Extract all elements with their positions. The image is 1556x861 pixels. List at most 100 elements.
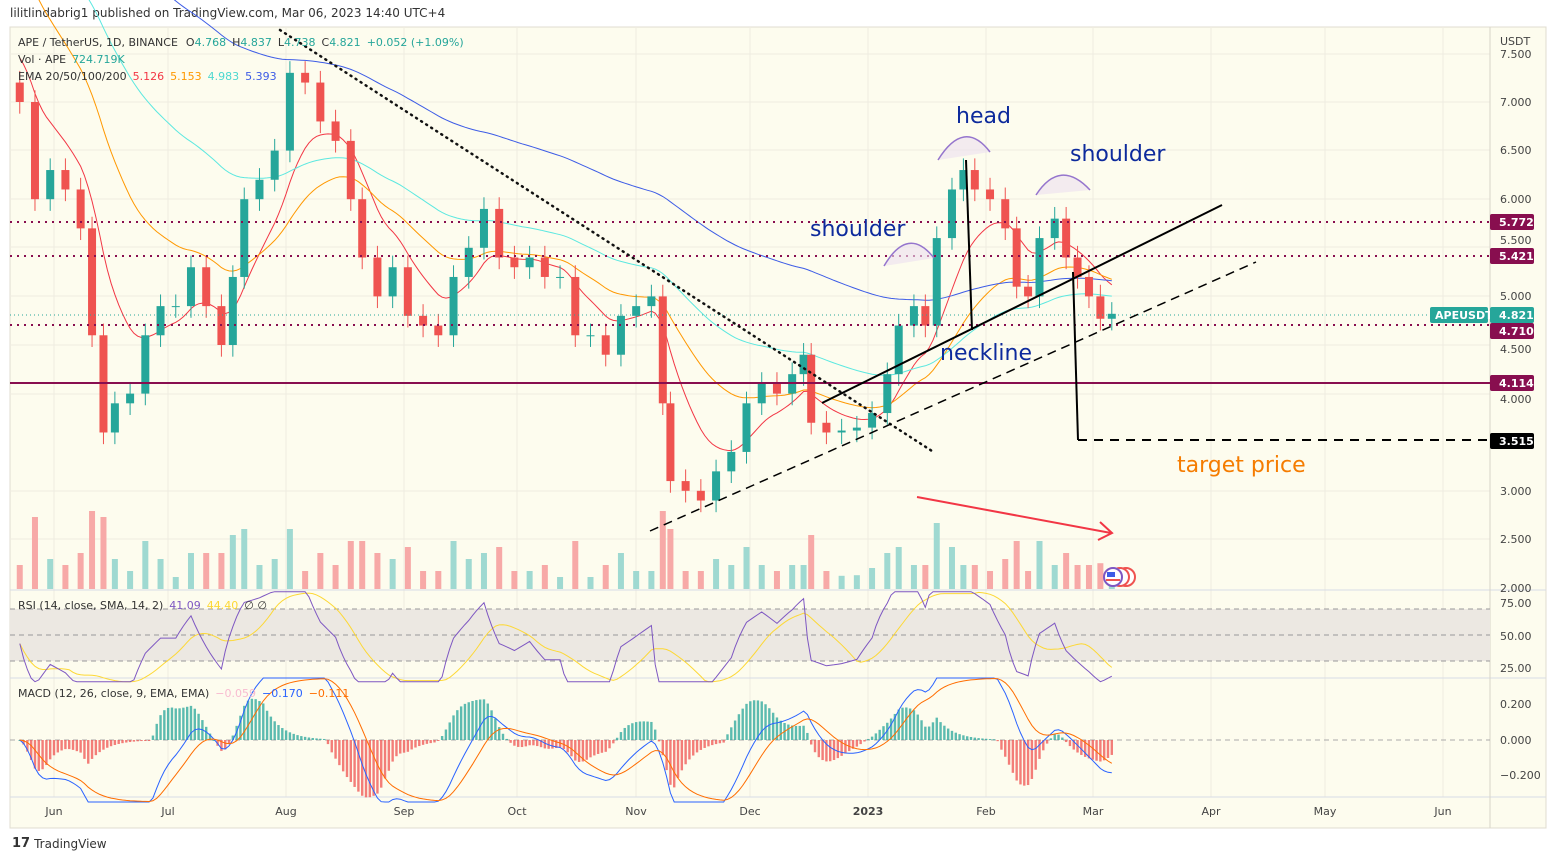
annotation-target-price[interactable]: target price xyxy=(1177,453,1306,478)
projection-line[interactable] xyxy=(1072,271,1079,441)
macd-histogram-bar xyxy=(631,723,634,740)
macd-histogram-bar xyxy=(897,709,900,740)
macd-histogram-bar xyxy=(1099,740,1102,762)
macd-histogram-bar xyxy=(829,740,832,762)
macd-histogram-bar xyxy=(178,708,181,740)
macd-histogram-bar xyxy=(749,701,752,740)
macd-histogram-bar xyxy=(1007,740,1011,765)
macd-histogram-bar xyxy=(642,721,645,740)
ema-lines xyxy=(19,0,1113,452)
us-flag-events-icon[interactable] xyxy=(1103,567,1136,587)
tradingview-logo[interactable]: 17 TradingView xyxy=(12,836,107,851)
time-axis[interactable]: Jun Jul Aug Sep Oct Nov Dec 2023 Feb Mar Apr May Jun xyxy=(44,805,1451,818)
macd-tick: 0.000 xyxy=(1500,734,1532,747)
macd-histogram-bar xyxy=(988,739,992,741)
volume-bar xyxy=(127,571,134,589)
macd-histogram-bar xyxy=(174,708,177,740)
descending-trendline[interactable] xyxy=(278,28,934,453)
macd-histogram-bar xyxy=(714,740,718,745)
candle xyxy=(479,208,488,248)
macd-histogram-bar xyxy=(695,740,699,753)
macd-histogram-bar xyxy=(1106,740,1110,758)
macd-histogram-bar xyxy=(467,702,470,740)
macd-histogram-bar xyxy=(64,740,67,750)
grid xyxy=(10,27,1490,797)
macd-histogram-bar xyxy=(574,740,577,761)
macd-histogram-bar xyxy=(931,722,935,740)
volume-bar xyxy=(789,565,796,589)
macd-histogram-bar xyxy=(429,740,432,744)
macd-histogram-bar xyxy=(905,707,908,740)
macd-histogram-bar xyxy=(966,736,969,740)
head-height-line[interactable] xyxy=(965,159,973,331)
candle xyxy=(301,72,310,83)
svg-text:5.772: 5.772 xyxy=(1499,216,1534,229)
candle xyxy=(61,170,70,190)
symbol-label[interactable]: APE / TetherUS, 1D, BINANCE xyxy=(18,36,178,49)
macd-histogram-bar xyxy=(825,740,828,762)
candle xyxy=(1012,228,1021,287)
macd-histogram-bar xyxy=(775,717,779,740)
macd-histogram-bar xyxy=(532,740,535,746)
price-axis[interactable]: 7.500 7.000 6.500 6.000 5.500 5.000 4.500 4.000… xyxy=(1500,48,1532,595)
macd-histogram-bar xyxy=(383,740,387,779)
candle xyxy=(696,490,705,501)
macd-histogram-bar xyxy=(341,740,345,772)
macd-histogram-bar xyxy=(159,715,162,740)
macd-histogram-bar xyxy=(665,740,668,771)
annotation-left-shoulder[interactable]: shoulder xyxy=(810,217,906,242)
macd-signal-line xyxy=(19,677,1113,803)
macd-histogram-bar xyxy=(596,740,600,754)
volume-bar xyxy=(884,553,891,589)
bearish-arrow[interactable] xyxy=(916,496,1112,534)
macd-histogram-bar xyxy=(391,740,394,762)
candle xyxy=(1050,218,1059,239)
macd-histogram-bar xyxy=(163,710,166,740)
right-shoulder-arc[interactable] xyxy=(1035,174,1091,196)
drawings[interactable] xyxy=(278,28,1257,541)
volume-bar xyxy=(111,559,118,589)
macd-histogram-bar xyxy=(193,708,196,740)
candle xyxy=(822,422,831,433)
macd-histogram-bar xyxy=(688,740,691,760)
macd-histogram-bar xyxy=(208,733,212,740)
macd-histogram-bar xyxy=(962,735,965,740)
head-arc[interactable] xyxy=(937,136,991,161)
macd-histogram-bar xyxy=(1110,740,1113,755)
macd-histogram-bar xyxy=(954,732,957,740)
macd-histogram-bar xyxy=(319,738,322,740)
candle xyxy=(1073,257,1082,277)
macd-histogram-bar xyxy=(41,740,44,770)
macd-histogram-bar xyxy=(973,737,977,740)
annotation-right-shoulder[interactable]: shoulder xyxy=(1070,142,1166,167)
left-shoulder-arc[interactable] xyxy=(883,242,935,267)
macd-histogram-bar xyxy=(958,734,961,740)
macd-histogram-bar xyxy=(246,700,250,740)
macd-histogram-bar xyxy=(475,700,478,740)
volume-bar xyxy=(633,571,640,589)
volume-bar xyxy=(838,575,845,589)
macd-histogram-bar xyxy=(406,740,410,752)
macd-histogram-bar xyxy=(281,728,284,740)
annotation-head[interactable]: head xyxy=(956,104,1011,129)
ema-20-line xyxy=(19,57,1113,452)
time-tick: Jul xyxy=(160,805,174,818)
parallel-trendline[interactable] xyxy=(649,261,1257,532)
candle xyxy=(757,383,766,404)
macd-histogram-bar xyxy=(551,740,554,749)
macd-histogram-bar xyxy=(692,740,695,756)
candle xyxy=(894,325,903,375)
candle xyxy=(571,276,580,336)
macd-histogram-bar xyxy=(376,740,379,794)
macd-histogram-bar xyxy=(859,740,862,745)
volume-bar xyxy=(241,529,248,589)
annotation-neckline[interactable]: neckline xyxy=(940,341,1032,366)
candle xyxy=(616,315,625,355)
horizontal-levels[interactable] xyxy=(10,221,1490,441)
svg-text:4.114: 4.114 xyxy=(1499,377,1534,390)
neckline-line[interactable] xyxy=(821,204,1223,404)
macd-histogram-bar xyxy=(612,740,615,744)
candle xyxy=(346,140,355,200)
macd-histogram-bar xyxy=(981,738,984,740)
